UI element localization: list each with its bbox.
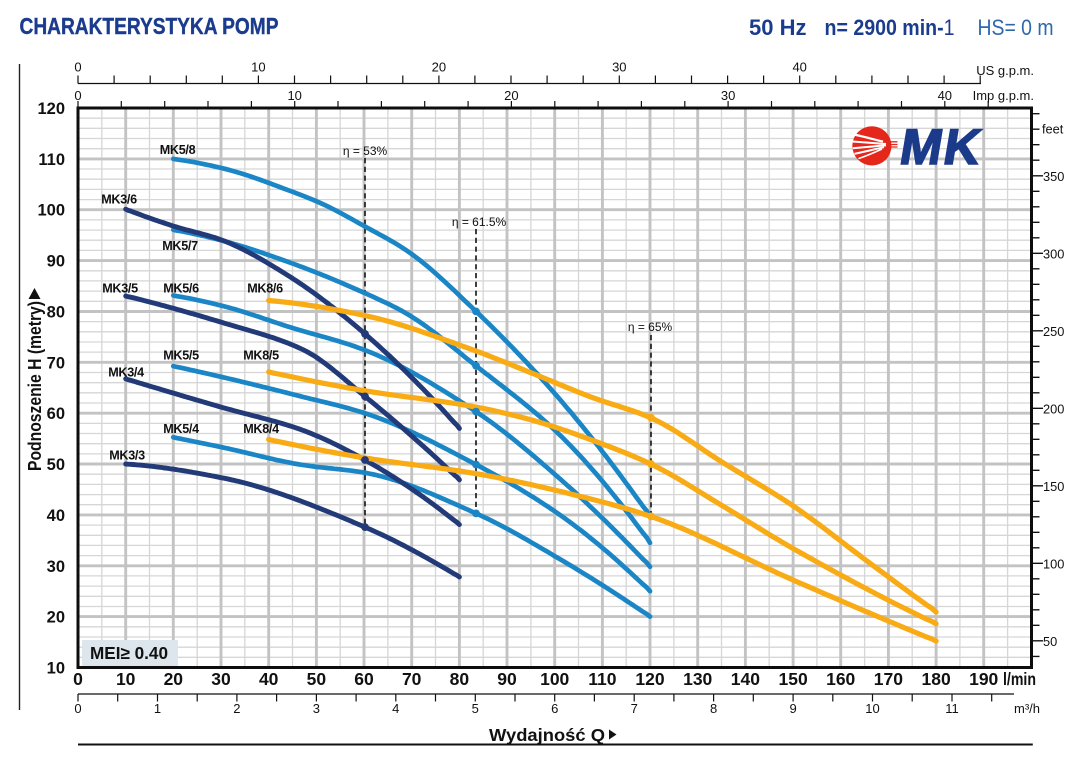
svg-text:3: 3 <box>313 701 320 716</box>
svg-text:30: 30 <box>612 60 626 75</box>
svg-text:30: 30 <box>211 669 231 689</box>
svg-text:η = 65%: η = 65% <box>628 320 673 334</box>
svg-text:50: 50 <box>307 669 327 689</box>
svg-text:110: 110 <box>588 669 616 689</box>
svg-text:MK3/4: MK3/4 <box>108 366 144 380</box>
svg-text:140: 140 <box>731 669 760 689</box>
svg-text:HS= 0 m: HS= 0 m <box>978 15 1054 40</box>
svg-text:50: 50 <box>47 456 65 474</box>
svg-text:4: 4 <box>392 701 399 716</box>
svg-text:250: 250 <box>1043 324 1064 339</box>
svg-text:η = 61.5%: η = 61.5% <box>452 215 507 229</box>
svg-text:9: 9 <box>789 701 796 716</box>
svg-text:80: 80 <box>47 304 65 322</box>
svg-text:MK8/5: MK8/5 <box>243 349 279 363</box>
svg-text:190: 190 <box>969 669 998 689</box>
svg-text:0: 0 <box>74 701 81 716</box>
svg-text:150: 150 <box>1043 479 1064 494</box>
svg-text:10: 10 <box>251 60 265 75</box>
svg-text:20: 20 <box>47 609 65 627</box>
svg-text:120: 120 <box>37 100 65 118</box>
svg-text:0: 0 <box>74 88 81 103</box>
svg-text:60: 60 <box>47 405 65 423</box>
svg-text:180: 180 <box>921 669 950 689</box>
svg-text:100: 100 <box>540 669 569 689</box>
svg-text:20: 20 <box>432 60 446 75</box>
svg-text:20: 20 <box>504 88 518 103</box>
svg-text:feet: feet <box>1042 122 1064 137</box>
svg-text:170: 170 <box>874 669 903 689</box>
svg-text:MK5/5: MK5/5 <box>163 349 199 363</box>
svg-text:0: 0 <box>74 60 81 75</box>
svg-text:CHARAKTERYSTYKA POMP: CHARAKTERYSTYKA POMP <box>20 13 279 39</box>
svg-text:200: 200 <box>1043 401 1064 416</box>
svg-text:150: 150 <box>778 669 807 689</box>
svg-text:m³/h: m³/h <box>1014 701 1040 716</box>
svg-text:n= 2900 min-1: n= 2900 min-1 <box>825 15 955 40</box>
svg-text:10: 10 <box>287 88 301 103</box>
svg-text:120: 120 <box>635 669 664 689</box>
svg-text:MK: MK <box>896 118 987 175</box>
svg-text:l/min: l/min <box>1003 669 1036 689</box>
svg-text:MK3/6: MK3/6 <box>101 193 137 207</box>
svg-text:40: 40 <box>938 88 952 103</box>
svg-text:5: 5 <box>472 701 479 716</box>
svg-text:11: 11 <box>945 701 959 716</box>
svg-text:MK5/7: MK5/7 <box>162 239 198 253</box>
svg-text:40: 40 <box>47 507 65 525</box>
svg-text:8: 8 <box>710 701 717 716</box>
svg-text:30: 30 <box>721 88 735 103</box>
svg-text:10: 10 <box>116 669 136 689</box>
svg-text:MK3/5: MK3/5 <box>102 282 138 296</box>
svg-text:MK5/4: MK5/4 <box>163 422 199 436</box>
svg-text:100: 100 <box>37 202 65 220</box>
svg-text:2: 2 <box>233 701 240 716</box>
svg-text:30: 30 <box>47 558 65 576</box>
svg-text:60: 60 <box>354 669 374 689</box>
svg-text:7: 7 <box>631 701 638 716</box>
svg-text:MK8/6: MK8/6 <box>247 282 283 296</box>
svg-text:350: 350 <box>1043 169 1064 184</box>
svg-text:50: 50 <box>1043 634 1057 649</box>
svg-text:MK3/3: MK3/3 <box>109 449 145 463</box>
svg-text:40: 40 <box>259 669 279 689</box>
svg-text:10: 10 <box>47 660 65 678</box>
svg-text:10: 10 <box>865 701 879 716</box>
svg-text:90: 90 <box>47 253 65 271</box>
svg-text:US g.p.m.: US g.p.m. <box>976 63 1034 78</box>
svg-text:110: 110 <box>38 151 65 169</box>
svg-text:Wydajność Q: Wydajność Q <box>489 725 605 745</box>
svg-text:MK5/8: MK5/8 <box>160 143 196 157</box>
svg-text:6: 6 <box>551 701 558 716</box>
svg-text:η = 53%: η = 53% <box>343 144 388 158</box>
svg-text:0: 0 <box>73 669 83 689</box>
svg-text:50 Hz: 50 Hz <box>749 15 806 40</box>
svg-text:MK5/6: MK5/6 <box>163 282 199 296</box>
svg-text:40: 40 <box>792 60 806 75</box>
svg-text:Podnoszenie H (metry): Podnoszenie H (metry) <box>24 301 45 471</box>
svg-text:1: 1 <box>154 701 161 716</box>
svg-text:MK8/4: MK8/4 <box>243 422 279 436</box>
svg-text:70: 70 <box>402 669 422 689</box>
svg-text:Imp g.p.m.: Imp g.p.m. <box>973 88 1034 103</box>
svg-text:90: 90 <box>497 669 517 689</box>
svg-text:300: 300 <box>1043 246 1064 261</box>
svg-text:MEI≥ 0.40: MEI≥ 0.40 <box>90 643 168 663</box>
svg-text:20: 20 <box>164 669 184 689</box>
svg-text:160: 160 <box>826 669 855 689</box>
svg-text:80: 80 <box>450 669 470 689</box>
svg-text:130: 130 <box>683 669 712 689</box>
svg-text:70: 70 <box>47 354 65 372</box>
svg-text:100: 100 <box>1043 556 1064 571</box>
